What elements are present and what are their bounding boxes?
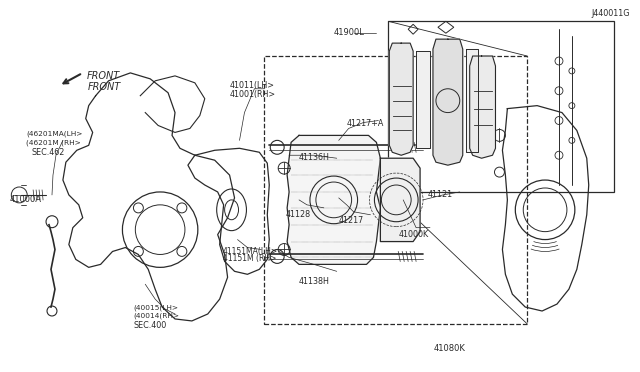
Text: 41121: 41121 bbox=[428, 190, 453, 199]
Text: 41136H: 41136H bbox=[299, 153, 330, 162]
Text: 41151MA(LH>: 41151MA(LH> bbox=[223, 247, 278, 256]
Polygon shape bbox=[433, 39, 463, 165]
Text: 41138H: 41138H bbox=[299, 277, 330, 286]
Polygon shape bbox=[389, 43, 413, 155]
Text: SEC.462: SEC.462 bbox=[31, 148, 65, 157]
Text: 41080K: 41080K bbox=[434, 344, 466, 353]
Text: FRONT: FRONT bbox=[86, 71, 120, 81]
Bar bbox=[388, 21, 614, 192]
Text: 41900L: 41900L bbox=[333, 28, 365, 37]
Text: (40014(RH>: (40014(RH> bbox=[133, 312, 179, 318]
Text: 41001(RH>: 41001(RH> bbox=[230, 90, 276, 99]
Text: 41217: 41217 bbox=[339, 216, 364, 225]
Text: J440011G: J440011G bbox=[592, 9, 630, 18]
Text: (40015(LH>: (40015(LH> bbox=[133, 304, 179, 311]
Text: 41128: 41128 bbox=[285, 210, 310, 219]
Text: FRONT: FRONT bbox=[88, 82, 121, 92]
Text: 41011(LH>: 41011(LH> bbox=[230, 81, 275, 90]
Polygon shape bbox=[470, 56, 495, 158]
Text: 41151M (RH>: 41151M (RH> bbox=[223, 254, 276, 263]
Polygon shape bbox=[287, 135, 380, 264]
Bar bbox=[264, 56, 527, 324]
Polygon shape bbox=[466, 49, 477, 152]
Text: SEC.400: SEC.400 bbox=[133, 321, 166, 330]
Polygon shape bbox=[416, 51, 430, 148]
Text: (46201M (RH>: (46201M (RH> bbox=[26, 140, 81, 146]
Text: 41000A: 41000A bbox=[10, 195, 42, 204]
Polygon shape bbox=[380, 158, 420, 241]
Text: 41217+A: 41217+A bbox=[347, 119, 384, 128]
Text: (46201MA(LH>: (46201MA(LH> bbox=[26, 131, 83, 137]
Text: 41000K: 41000K bbox=[398, 230, 428, 239]
